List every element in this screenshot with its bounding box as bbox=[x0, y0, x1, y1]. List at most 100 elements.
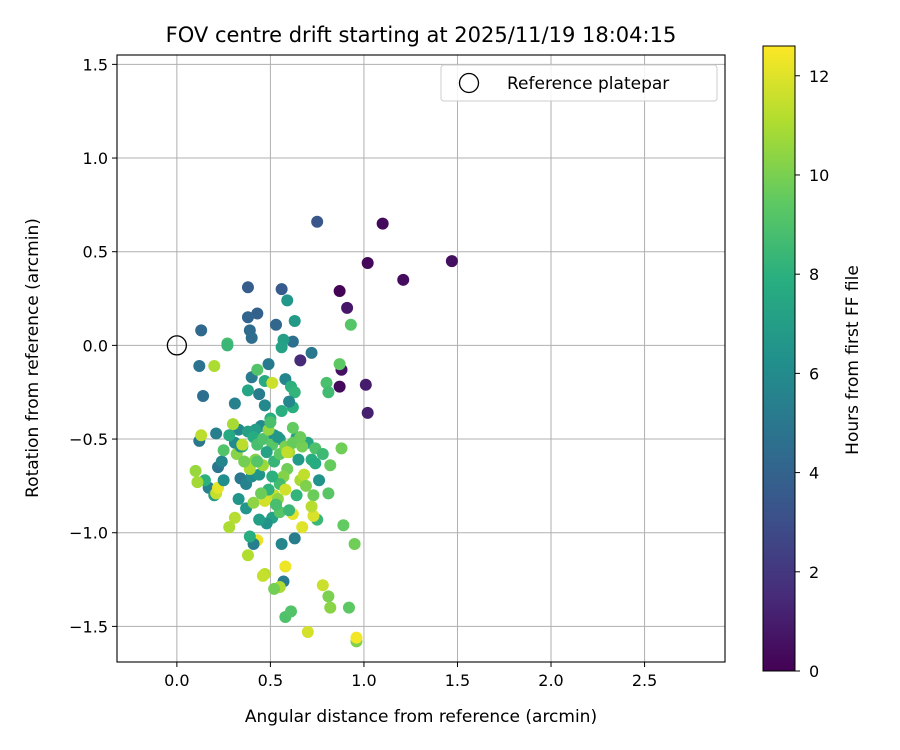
data-point bbox=[241, 384, 254, 397]
data-point bbox=[316, 448, 329, 461]
data-point bbox=[217, 444, 230, 457]
data-point bbox=[344, 318, 357, 331]
data-point bbox=[241, 311, 254, 324]
data-point bbox=[275, 341, 288, 354]
y-tick-label: 1.5 bbox=[83, 55, 108, 74]
data-point bbox=[359, 378, 372, 391]
x-tick-label: 2.5 bbox=[632, 671, 657, 690]
y-tick-label: 0.0 bbox=[83, 336, 108, 355]
data-point bbox=[264, 416, 277, 429]
data-point bbox=[397, 273, 410, 286]
data-point bbox=[195, 324, 208, 337]
legend-label: Reference platepar bbox=[507, 74, 669, 94]
data-point bbox=[275, 404, 288, 417]
data-point bbox=[316, 579, 329, 592]
x-tick-label: 0.0 bbox=[164, 671, 189, 690]
data-point bbox=[223, 521, 236, 534]
data-point bbox=[228, 511, 241, 524]
grid-lines bbox=[117, 55, 725, 662]
data-point bbox=[281, 446, 294, 459]
data-point bbox=[322, 487, 335, 500]
data-point bbox=[294, 431, 307, 444]
y-tick-label: 0.5 bbox=[83, 243, 108, 262]
data-point bbox=[288, 315, 301, 328]
data-point bbox=[251, 307, 264, 320]
data-point bbox=[270, 318, 283, 331]
data-point bbox=[270, 498, 283, 511]
data-point bbox=[361, 406, 374, 419]
data-point bbox=[305, 500, 318, 513]
data-point bbox=[305, 346, 318, 359]
data-point bbox=[241, 549, 254, 562]
data-point bbox=[268, 582, 281, 595]
y-tick-label: 1.0 bbox=[83, 149, 108, 168]
data-point bbox=[350, 631, 363, 644]
colorbar: 0 2 4 6 8 10 12 Hours from first FF file bbox=[762, 45, 863, 681]
data-point bbox=[283, 504, 296, 517]
data-point bbox=[445, 255, 458, 268]
data-point bbox=[247, 496, 260, 509]
data-point bbox=[292, 453, 305, 466]
data-point bbox=[256, 433, 269, 446]
data-point bbox=[307, 509, 320, 522]
data-point bbox=[215, 455, 228, 468]
x-tick-label: 1.5 bbox=[445, 671, 470, 690]
data-point bbox=[341, 301, 354, 314]
data-point bbox=[342, 601, 355, 614]
data-point bbox=[228, 397, 241, 410]
colorbar-tick-label: 4 bbox=[809, 464, 819, 483]
data-point bbox=[279, 560, 292, 573]
data-point bbox=[322, 386, 335, 399]
data-point bbox=[333, 358, 346, 371]
data-point bbox=[208, 359, 221, 372]
data-point bbox=[286, 421, 299, 434]
data-point bbox=[232, 493, 245, 506]
data-point bbox=[348, 537, 361, 550]
data-point bbox=[260, 446, 273, 459]
colorbar-title: Hours from first FF file bbox=[843, 265, 863, 455]
data-point bbox=[281, 294, 294, 307]
data-point bbox=[253, 513, 266, 526]
legend-marker-icon bbox=[458, 72, 480, 94]
legend-box bbox=[440, 64, 718, 102]
colorbar-gradient bbox=[762, 45, 796, 672]
x-axis: 0.0 0.5 1.0 1.5 2.0 2.5 bbox=[164, 662, 657, 690]
data-point bbox=[298, 468, 311, 481]
data-point bbox=[296, 440, 309, 453]
data-point bbox=[223, 429, 236, 442]
data-point bbox=[307, 489, 320, 502]
data-point bbox=[258, 399, 271, 412]
data-point bbox=[241, 281, 254, 294]
data-point bbox=[271, 431, 284, 444]
x-tick-label: 1.0 bbox=[351, 671, 376, 690]
data-point bbox=[226, 418, 239, 431]
data-point bbox=[311, 215, 324, 228]
data-point bbox=[333, 380, 346, 393]
x-axis-title: Angular distance from reference (arcmin) bbox=[245, 707, 597, 727]
data-point bbox=[320, 376, 333, 389]
data-point bbox=[266, 376, 279, 389]
data-point bbox=[197, 389, 210, 402]
y-axis-title: Rotation from reference (arcmin) bbox=[23, 218, 43, 498]
x-tick-label: 0.5 bbox=[258, 671, 283, 690]
data-point bbox=[191, 476, 204, 489]
data-point bbox=[376, 217, 389, 230]
plot-frame bbox=[116, 54, 726, 663]
data-point bbox=[324, 459, 337, 472]
data-point bbox=[255, 487, 268, 500]
data-point bbox=[283, 395, 296, 408]
colorbar-tick-label: 10 bbox=[809, 166, 829, 185]
data-point bbox=[335, 442, 348, 455]
y-axis: −1.5 −1.0 −0.5 0.0 0.5 1.0 1.5 bbox=[69, 55, 117, 636]
data-point bbox=[217, 474, 230, 487]
data-point bbox=[361, 256, 374, 269]
data-point bbox=[251, 363, 264, 376]
data-point bbox=[290, 489, 303, 502]
data-point bbox=[210, 427, 223, 440]
data-point bbox=[337, 519, 350, 532]
data-point bbox=[299, 479, 312, 492]
data-point bbox=[256, 569, 269, 582]
data-point bbox=[275, 537, 288, 550]
data-point bbox=[284, 605, 297, 618]
